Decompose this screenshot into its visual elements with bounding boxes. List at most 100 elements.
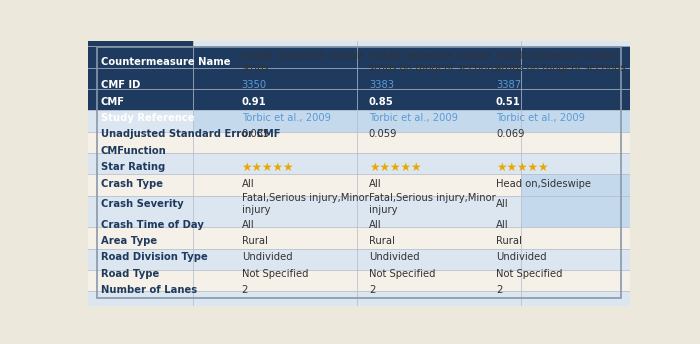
Bar xyxy=(12,195,193,227)
Bar xyxy=(193,68,357,89)
Bar xyxy=(521,110,688,132)
Text: All: All xyxy=(369,179,382,189)
Text: Number of Lanes: Number of Lanes xyxy=(101,285,197,295)
Text: 0.069: 0.069 xyxy=(496,129,524,139)
Text: 3387: 3387 xyxy=(496,80,521,90)
Bar xyxy=(357,110,521,132)
Bar xyxy=(357,313,521,334)
Text: 3383: 3383 xyxy=(369,80,394,90)
Text: CMF: CMF xyxy=(101,97,125,107)
Text: All: All xyxy=(241,179,254,189)
Bar xyxy=(521,68,688,89)
Text: Torbic et al., 2009: Torbic et al., 2009 xyxy=(496,113,585,123)
Text: All: All xyxy=(496,219,508,230)
Text: Crash Type: Crash Type xyxy=(101,179,162,189)
Text: 3350: 3350 xyxy=(241,80,267,90)
Text: 2: 2 xyxy=(241,285,248,295)
Text: Not Specified: Not Specified xyxy=(369,269,435,279)
Bar xyxy=(357,227,521,249)
Bar xyxy=(12,249,193,270)
Text: ★★★★★: ★★★★★ xyxy=(241,161,294,174)
Text: 0.51: 0.51 xyxy=(496,97,521,107)
Bar xyxy=(357,174,521,195)
Text: Fatal,Serious injury,Minor
injury: Fatal,Serious injury,Minor injury xyxy=(241,193,368,215)
Bar xyxy=(12,46,193,68)
Bar xyxy=(357,68,521,89)
Text: Rural: Rural xyxy=(369,236,395,246)
Text: Study Reference: Study Reference xyxy=(101,113,194,123)
Bar xyxy=(12,270,193,291)
Text: All: All xyxy=(496,199,508,209)
Text: Crash Severity: Crash Severity xyxy=(101,199,183,209)
Text: Not Specified: Not Specified xyxy=(241,269,308,279)
Bar xyxy=(12,153,193,174)
Bar xyxy=(357,195,521,227)
Bar xyxy=(193,313,357,334)
Bar xyxy=(357,249,521,270)
Text: Undivided: Undivided xyxy=(496,252,547,262)
Text: 0.059: 0.059 xyxy=(369,129,398,139)
Bar xyxy=(193,291,357,313)
Bar xyxy=(12,132,193,153)
Text: Torbic et al., 2009: Torbic et al., 2009 xyxy=(369,113,458,123)
Text: 0.91: 0.91 xyxy=(241,97,267,107)
Bar xyxy=(12,110,193,132)
Bar xyxy=(357,153,521,174)
Text: Undivided: Undivided xyxy=(369,252,419,262)
Bar xyxy=(521,195,688,227)
Bar xyxy=(521,313,688,334)
Bar xyxy=(521,270,688,291)
Bar xyxy=(521,249,688,270)
Bar xyxy=(12,68,193,89)
Text: Install centerline rumble
strips on tangent sections: Install centerline rumble strips on tang… xyxy=(369,51,498,73)
Text: Star Rating: Star Rating xyxy=(101,162,165,172)
Bar xyxy=(193,8,357,46)
Text: 0.035: 0.035 xyxy=(241,129,270,139)
Text: ★★★★★: ★★★★★ xyxy=(369,161,421,174)
Bar xyxy=(357,8,521,46)
Bar xyxy=(193,249,357,270)
Bar xyxy=(521,291,688,313)
Bar xyxy=(357,89,521,110)
Bar xyxy=(12,89,193,110)
Text: Rural: Rural xyxy=(241,236,267,246)
Bar xyxy=(193,153,357,174)
Text: All: All xyxy=(241,219,254,230)
Text: 2: 2 xyxy=(496,285,503,295)
Bar xyxy=(193,89,357,110)
Text: 0.85: 0.85 xyxy=(369,97,393,107)
Bar xyxy=(521,8,688,46)
Bar xyxy=(357,291,521,313)
Text: ★★★★★: ★★★★★ xyxy=(496,161,548,174)
Bar xyxy=(521,89,688,110)
Bar xyxy=(12,174,193,195)
Bar xyxy=(357,270,521,291)
Bar xyxy=(521,227,688,249)
Text: Install centerline rumble
strips on tangent sections: Install centerline rumble strips on tang… xyxy=(496,51,626,73)
Text: Crash Time of Day: Crash Time of Day xyxy=(101,219,204,230)
Bar xyxy=(357,132,521,153)
Bar xyxy=(521,132,688,153)
Bar xyxy=(193,270,357,291)
Bar xyxy=(12,291,193,313)
Text: All: All xyxy=(369,219,382,230)
Text: Road Type: Road Type xyxy=(101,269,159,279)
Bar xyxy=(193,132,357,153)
Text: Not Specified: Not Specified xyxy=(496,269,562,279)
Text: Countermeasure Name: Countermeasure Name xyxy=(101,57,230,67)
Text: CMF ID: CMF ID xyxy=(101,80,140,90)
Text: Rural: Rural xyxy=(496,236,522,246)
Text: Fatal,Serious injury,Minor
injury: Fatal,Serious injury,Minor injury xyxy=(369,193,496,215)
Text: Head on,Sideswipe: Head on,Sideswipe xyxy=(496,179,591,189)
Text: CMFunction: CMFunction xyxy=(101,146,167,156)
Text: Torbic et al., 2009: Torbic et al., 2009 xyxy=(241,113,330,123)
Text: Install centerline rumble
strips: Install centerline rumble strips xyxy=(241,51,364,73)
Bar xyxy=(12,227,193,249)
Bar xyxy=(521,174,688,195)
Bar xyxy=(521,46,688,68)
Text: 2: 2 xyxy=(369,285,375,295)
Bar xyxy=(193,46,357,68)
Text: Undivided: Undivided xyxy=(241,252,293,262)
Text: Road Division Type: Road Division Type xyxy=(101,252,207,262)
Bar xyxy=(521,153,688,174)
